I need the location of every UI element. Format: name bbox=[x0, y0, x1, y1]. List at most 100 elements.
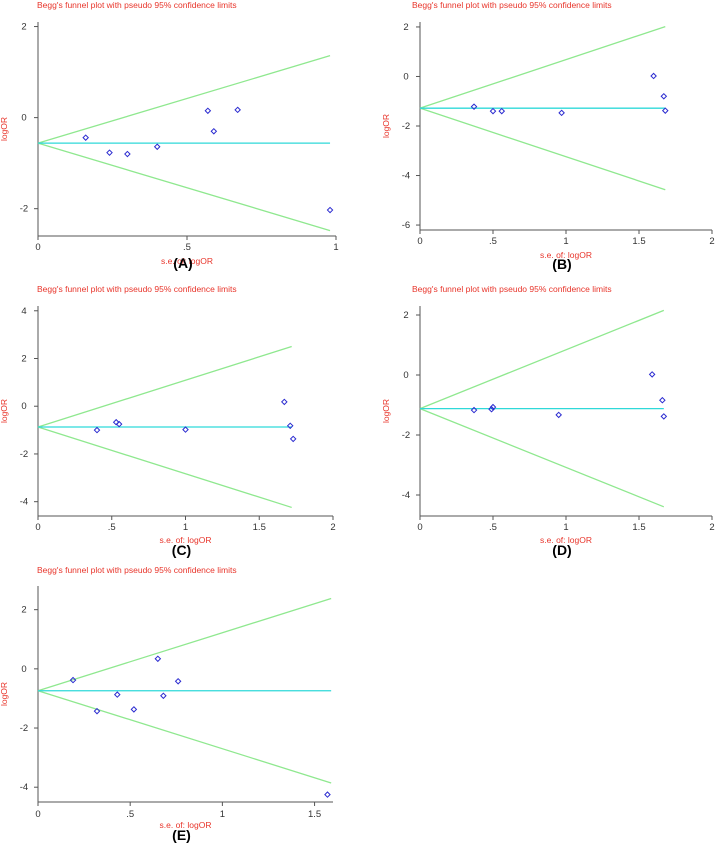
study-point bbox=[160, 692, 167, 700]
y-axis-title: logOR bbox=[0, 399, 9, 423]
x-axis-title: s.e. of: logOR bbox=[160, 535, 212, 545]
study-point bbox=[204, 107, 212, 115]
study-point bbox=[661, 107, 669, 114]
x-tick-label: 0 bbox=[417, 236, 422, 247]
y-tick-label: -4 bbox=[20, 782, 28, 793]
plot-title: Begg's funnel plot with pseudo 95% confi… bbox=[37, 284, 237, 294]
lower-confidence-limit bbox=[419, 107, 666, 191]
lower-confidence-limit bbox=[37, 142, 331, 232]
y-tick-label: 2 bbox=[21, 354, 26, 365]
x-tick-label: 1.5 bbox=[632, 236, 645, 247]
study-point bbox=[659, 396, 666, 404]
study-point bbox=[650, 72, 657, 80]
study-point bbox=[154, 655, 162, 663]
study-point bbox=[648, 371, 656, 378]
y-tick-label: -2 bbox=[402, 430, 410, 441]
x-tick-label: 2 bbox=[709, 236, 714, 247]
x-tick-label: .5 bbox=[126, 809, 134, 820]
lower-confidence-limit bbox=[37, 426, 292, 509]
study-point bbox=[660, 413, 668, 420]
x-tick-label: 0 bbox=[35, 242, 40, 253]
study-point bbox=[281, 398, 288, 406]
x-axis-title: s.e. of: logOR bbox=[540, 250, 592, 260]
funnel-plot-b: Begg's funnel plot with pseudo 95% confi… bbox=[381, 0, 715, 272]
x-tick-label: 1 bbox=[220, 809, 225, 820]
y-tick-label: 2 bbox=[21, 22, 26, 33]
plot-title: Begg's funnel plot with pseudo 95% confi… bbox=[37, 0, 237, 10]
y-tick-label: -4 bbox=[402, 171, 410, 182]
study-point bbox=[124, 150, 131, 158]
panel-label: (C) bbox=[172, 542, 191, 558]
y-axis-title: logOR bbox=[381, 114, 391, 138]
study-point bbox=[488, 405, 495, 413]
y-tick-label: 0 bbox=[21, 113, 26, 124]
x-tick-label: 1 bbox=[333, 242, 338, 253]
study-point bbox=[286, 422, 294, 430]
upper-confidence-limit bbox=[37, 345, 292, 428]
y-tick-label: 2 bbox=[21, 605, 26, 616]
x-tick-label: 2 bbox=[330, 522, 335, 533]
study-point bbox=[489, 403, 497, 411]
x-tick-label: 1.5 bbox=[632, 522, 645, 533]
study-point bbox=[106, 149, 113, 156]
x-tick-label: .5 bbox=[183, 242, 191, 253]
plot-title: Begg's funnel plot with pseudo 95% confi… bbox=[37, 565, 237, 575]
upper-confidence-limit bbox=[37, 597, 332, 692]
study-point bbox=[289, 435, 297, 443]
lower-confidence-limit bbox=[37, 690, 332, 784]
upper-confidence-limit bbox=[419, 26, 666, 109]
funnel-plot-c: Begg's funnel plot with pseudo 95% confi… bbox=[0, 284, 336, 558]
panel-label: (E) bbox=[172, 827, 191, 843]
x-tick-label: 0 bbox=[417, 522, 422, 533]
study-point bbox=[93, 707, 101, 715]
upper-confidence-limit bbox=[419, 309, 665, 410]
plot-title: Begg's funnel plot with pseudo 95% confi… bbox=[412, 284, 612, 294]
y-tick-label: -4 bbox=[402, 490, 410, 501]
study-point bbox=[660, 92, 668, 100]
study-point bbox=[153, 143, 161, 151]
y-tick-label: -2 bbox=[20, 204, 28, 215]
panel-label: (B) bbox=[552, 256, 571, 272]
study-point bbox=[470, 103, 478, 110]
study-point bbox=[498, 107, 506, 115]
x-tick-label: 0 bbox=[35, 522, 40, 533]
y-tick-label: 0 bbox=[21, 664, 26, 675]
study-point bbox=[558, 109, 565, 117]
study-point bbox=[182, 426, 189, 433]
x-tick-label: 1 bbox=[563, 236, 568, 247]
panel-label: (D) bbox=[552, 542, 571, 558]
y-tick-label: 2 bbox=[403, 22, 408, 33]
y-tick-label: -2 bbox=[20, 723, 28, 734]
funnel-plot-a: Begg's funnel plot with pseudo 95% confi… bbox=[0, 0, 339, 271]
y-axis-title: logOR bbox=[381, 399, 391, 423]
study-point bbox=[115, 420, 123, 428]
y-tick-label: -4 bbox=[20, 497, 28, 508]
study-point bbox=[112, 418, 120, 426]
x-tick-label: 0 bbox=[35, 809, 40, 820]
upper-confidence-limit bbox=[37, 55, 331, 144]
x-tick-label: .5 bbox=[489, 236, 497, 247]
funnel-plot-d: Begg's funnel plot with pseudo 95% confi… bbox=[381, 284, 715, 558]
study-point bbox=[82, 134, 89, 141]
x-axis-title: s.e. of: logOR bbox=[160, 820, 212, 830]
y-tick-label: -6 bbox=[402, 220, 410, 231]
x-tick-label: 1 bbox=[183, 522, 188, 533]
study-point bbox=[69, 676, 77, 684]
study-point bbox=[326, 206, 334, 214]
lower-confidence-limit bbox=[419, 407, 665, 508]
study-point bbox=[174, 677, 182, 685]
study-point bbox=[130, 706, 138, 713]
study-point bbox=[234, 106, 241, 114]
panel-label: (A) bbox=[173, 255, 192, 271]
y-tick-label: 0 bbox=[403, 71, 408, 82]
x-tick-label: .5 bbox=[489, 522, 497, 533]
funnel-plot-e: Begg's funnel plot with pseudo 95% confi… bbox=[0, 565, 333, 843]
study-point bbox=[489, 107, 497, 115]
y-axis-title: logOR bbox=[0, 117, 9, 141]
y-tick-label: 0 bbox=[403, 370, 408, 381]
y-tick-label: -2 bbox=[402, 121, 410, 132]
x-tick-label: 1.5 bbox=[253, 522, 266, 533]
x-axis-title: s.e. of: logOR bbox=[161, 256, 213, 266]
y-tick-label: -2 bbox=[20, 449, 28, 460]
